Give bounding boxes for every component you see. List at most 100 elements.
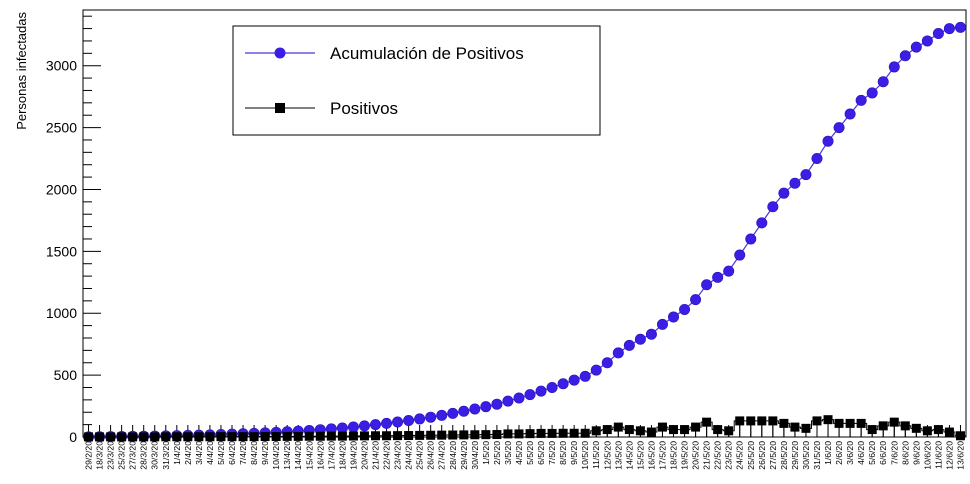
point-acumulacion — [656, 318, 668, 330]
x-tick-label: 5/6/20 — [867, 441, 877, 465]
point-positivos — [702, 417, 712, 427]
point-acumulacion — [447, 407, 459, 419]
x-tick-label: 23/3/20 — [106, 441, 116, 470]
point-positivos — [646, 427, 656, 437]
point-positivos — [238, 432, 248, 442]
x-tick-label: 28/5/20 — [779, 441, 789, 470]
point-positivos — [669, 425, 679, 435]
x-tick-label: 25/5/20 — [746, 441, 756, 470]
point-acumulacion — [954, 21, 966, 33]
point-positivos — [315, 431, 325, 441]
x-tick-label: 30/4/20 — [470, 441, 480, 470]
point-acumulacion — [734, 249, 746, 261]
point-acumulacion — [866, 87, 878, 99]
x-tick-label: 15/5/20 — [635, 441, 645, 470]
point-acumulacion — [524, 389, 536, 401]
point-acumulacion — [369, 419, 381, 431]
x-tick-label: 25/4/20 — [415, 441, 425, 470]
point-positivos — [249, 432, 259, 442]
point-positivos — [757, 416, 767, 426]
point-acumulacion — [767, 201, 779, 213]
point-positivos — [790, 422, 800, 432]
point-acumulacion — [679, 304, 691, 316]
x-tick-label: 19/4/20 — [348, 441, 358, 470]
legend-marker-positivos — [275, 103, 285, 113]
x-tick-label: 11/6/20 — [933, 441, 943, 469]
point-positivos — [370, 431, 380, 441]
x-tick-label: 6/4/20 — [227, 441, 237, 465]
x-tick-label: 19/5/20 — [680, 441, 690, 470]
y-tick-label: 2500 — [46, 120, 77, 136]
point-acumulacion — [723, 265, 735, 277]
point-positivos — [470, 430, 480, 440]
point-acumulacion — [414, 413, 426, 425]
point-acumulacion — [358, 420, 370, 432]
x-tick-label: 23/5/20 — [724, 441, 734, 470]
point-positivos — [878, 421, 888, 431]
point-acumulacion — [855, 94, 867, 106]
point-positivos — [139, 432, 149, 442]
point-acumulacion — [756, 217, 768, 229]
x-tick-label: 13/4/20 — [282, 441, 292, 470]
point-positivos — [558, 428, 568, 438]
x-tick-label: 18/5/20 — [669, 441, 679, 470]
point-positivos — [84, 432, 94, 442]
x-tick-label: 21/5/20 — [702, 441, 712, 470]
point-positivos — [911, 423, 921, 433]
point-positivos — [128, 432, 138, 442]
y-axis-label: Personas infectadas — [14, 12, 29, 130]
point-positivos — [933, 425, 943, 435]
x-tick-label: 27/4/20 — [437, 441, 447, 470]
point-positivos — [591, 426, 601, 436]
point-positivos — [271, 432, 281, 442]
point-positivos — [834, 418, 844, 428]
point-positivos — [889, 417, 899, 427]
x-tick-label: 6/6/20 — [878, 441, 888, 465]
point-positivos — [856, 418, 866, 428]
legend: Acumulación de Positivos Positivos — [232, 25, 601, 136]
x-tick-label: 13/6/20 — [955, 441, 965, 470]
point-acumulacion — [634, 333, 646, 345]
point-acumulacion — [546, 381, 558, 393]
y-tick-label: 0 — [69, 429, 77, 445]
point-acumulacion — [502, 395, 514, 407]
point-positivos — [845, 418, 855, 428]
point-acumulacion — [579, 370, 591, 382]
x-tick-label: 9/6/20 — [911, 441, 921, 465]
x-tick-label: 18/4/20 — [337, 441, 347, 470]
x-tick-label: 14/5/20 — [624, 441, 634, 470]
x-tick-label: 18/3/20 — [95, 441, 105, 470]
point-acumulacion — [943, 23, 955, 35]
axes: Personas infectadas — [14, 9, 967, 438]
point-positivos — [117, 432, 127, 442]
point-positivos — [481, 430, 491, 440]
series-layer — [83, 21, 966, 443]
point-positivos — [657, 422, 667, 432]
point-acumulacion — [844, 108, 856, 120]
point-positivos — [691, 422, 701, 432]
x-tick-label: 3/4/20 — [194, 441, 204, 465]
point-acumulacion — [601, 357, 613, 369]
point-acumulacion — [392, 416, 404, 428]
x-tick-label: 30/3/20 — [150, 441, 160, 470]
point-positivos — [713, 425, 723, 435]
point-positivos — [768, 416, 778, 426]
point-positivos — [867, 425, 877, 435]
legend-label-positivos: Positivos — [330, 99, 398, 118]
y-tick-label: 1000 — [46, 305, 77, 321]
x-tick-label: 16/4/20 — [315, 441, 325, 470]
x-tick-label: 1/6/20 — [823, 441, 833, 465]
point-positivos — [823, 415, 833, 425]
x-tick-label: 26/4/20 — [426, 441, 436, 470]
point-positivos — [95, 432, 105, 442]
point-positivos — [569, 428, 579, 438]
y-tick-label: 1500 — [46, 243, 77, 259]
point-acumulacion — [347, 421, 359, 433]
x-tick-label: 7/6/20 — [889, 441, 899, 465]
x-tick-label: 22/4/20 — [382, 441, 392, 470]
point-acumulacion — [469, 403, 481, 415]
x-tick-label: 5/5/20 — [525, 441, 535, 465]
x-tick-label: 21/4/20 — [370, 441, 380, 470]
x-tick-label: 3/5/20 — [503, 441, 513, 465]
